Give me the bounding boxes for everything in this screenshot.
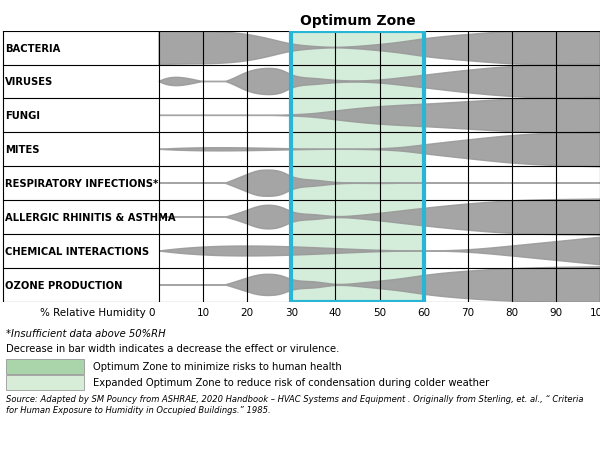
Text: ALLERGIC RHINITIS & ASTHMA: ALLERGIC RHINITIS & ASTHMA	[5, 212, 175, 223]
Text: 10: 10	[197, 308, 209, 318]
Polygon shape	[159, 267, 600, 304]
Text: 80: 80	[505, 308, 518, 318]
Text: FUNGI: FUNGI	[5, 111, 40, 121]
Text: BACTERIA: BACTERIA	[5, 43, 60, 54]
Text: 30: 30	[285, 308, 298, 318]
Text: 70: 70	[461, 308, 474, 318]
Text: Decrease in bar width indicates a decrease the effect or virulence.: Decrease in bar width indicates a decrea…	[6, 343, 340, 353]
Text: Source: Adapted by SM Pouncy from ASHRAE, 2020 Handbook – HVAC Systems and Equip: Source: Adapted by SM Pouncy from ASHRAE…	[6, 394, 583, 414]
Bar	[6, 375, 84, 390]
Text: *Insufficient data above 50%RH: *Insufficient data above 50%RH	[6, 328, 166, 339]
Bar	[292, 32, 424, 302]
Text: CHEMICAL INTERACTIONS: CHEMICAL INTERACTIONS	[5, 246, 149, 257]
Polygon shape	[159, 170, 600, 197]
Polygon shape	[159, 133, 600, 167]
Text: 90: 90	[550, 308, 562, 318]
Text: Expanded Optimum Zone to reduce risk of condensation during colder weather: Expanded Optimum Zone to reduce risk of …	[93, 377, 489, 387]
Text: 60: 60	[417, 308, 430, 318]
Text: Optimum Zone to minimize risks to human health: Optimum Zone to minimize risks to human …	[93, 362, 342, 372]
Polygon shape	[159, 199, 600, 236]
Polygon shape	[159, 98, 600, 134]
Text: % Relative Humidity 0: % Relative Humidity 0	[41, 308, 156, 318]
Text: 100: 100	[590, 308, 600, 318]
Polygon shape	[159, 30, 600, 67]
Text: 20: 20	[241, 308, 254, 318]
Text: VIRUSES: VIRUSES	[5, 77, 53, 87]
Text: 50: 50	[373, 308, 386, 318]
Bar	[292, 32, 424, 302]
Text: 40: 40	[329, 308, 342, 318]
Text: MITES: MITES	[5, 145, 40, 155]
Bar	[6, 359, 84, 374]
Text: Optimum Zone: Optimum Zone	[299, 14, 415, 28]
Polygon shape	[159, 238, 600, 265]
Text: RESPIRATORY INFECTIONS*: RESPIRATORY INFECTIONS*	[5, 179, 158, 189]
Text: OZONE PRODUCTION: OZONE PRODUCTION	[5, 280, 122, 290]
Polygon shape	[159, 65, 600, 100]
